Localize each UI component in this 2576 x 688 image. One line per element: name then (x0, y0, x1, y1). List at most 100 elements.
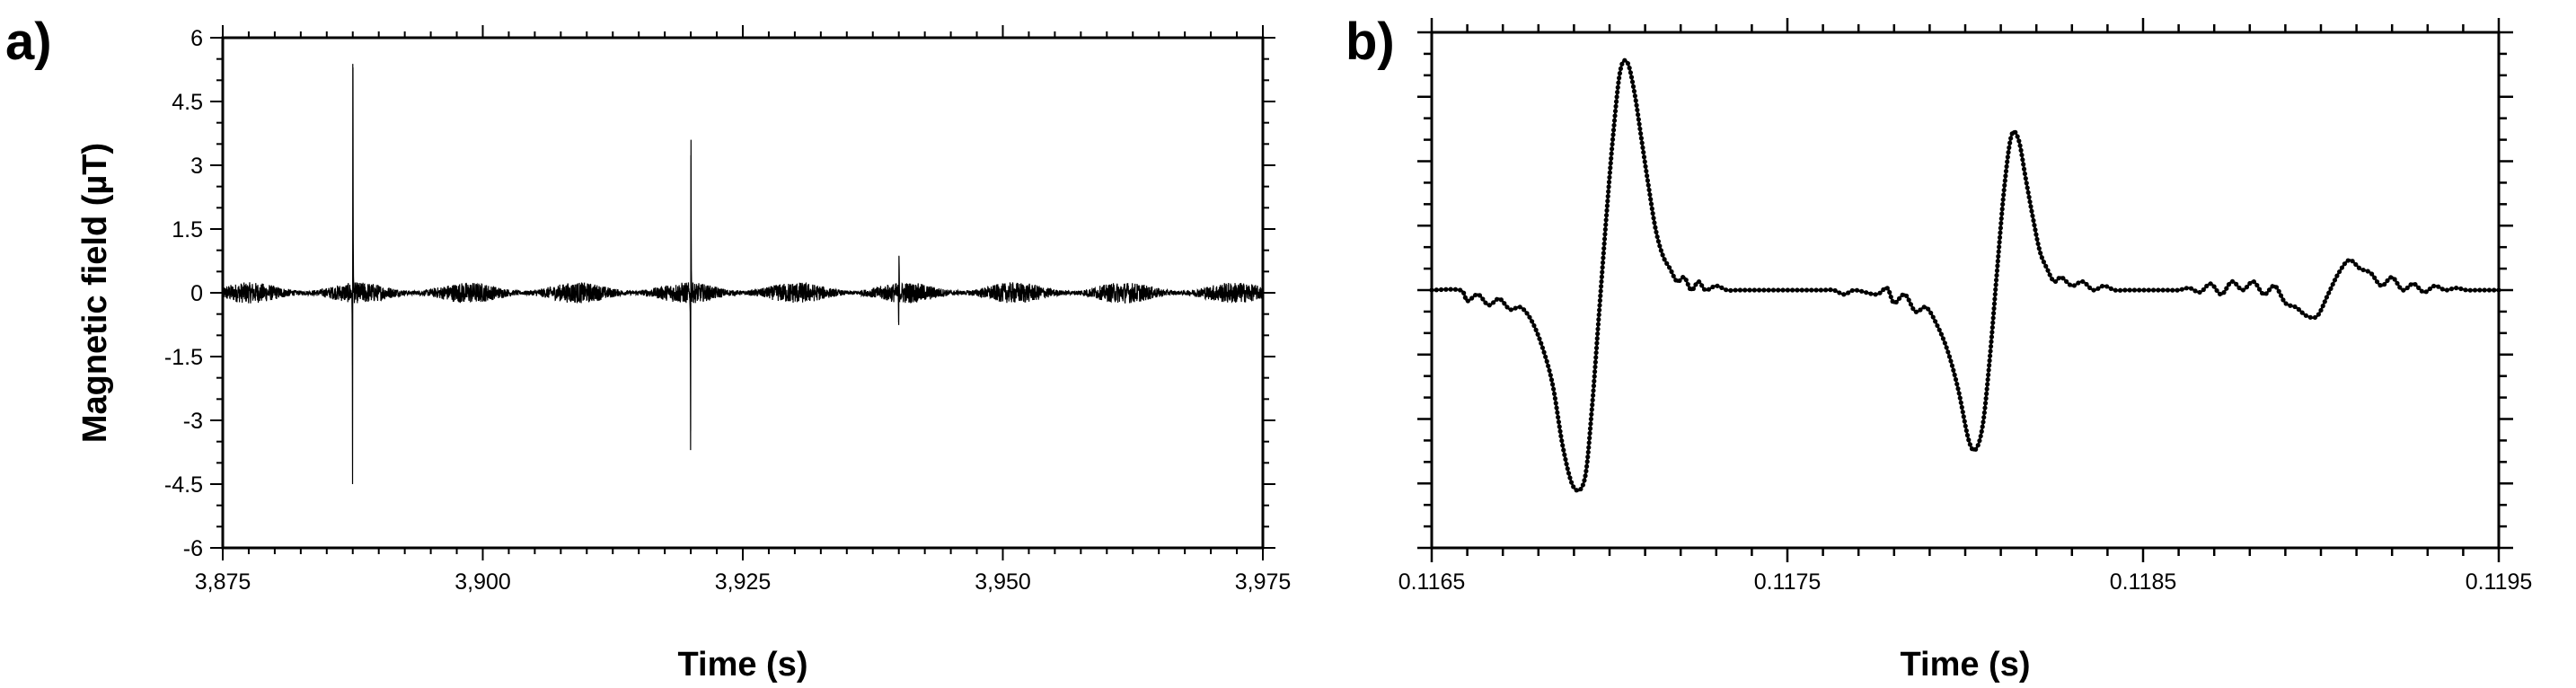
data-point (1604, 203, 1610, 208)
data-point (1677, 278, 1682, 284)
data-point (2339, 265, 2344, 270)
data-point (1690, 286, 1696, 292)
data-point (1605, 198, 1610, 204)
data-point (1552, 396, 1558, 401)
data-point (2146, 287, 2151, 293)
data-point (1809, 287, 1814, 293)
data-point (2229, 278, 2236, 284)
data-point (1973, 446, 1979, 452)
data-point (2015, 134, 2020, 139)
data-point (1583, 473, 1588, 479)
data-point (1681, 275, 1686, 280)
data-point (2332, 278, 2338, 283)
data-point (2001, 192, 2007, 198)
data-point (1982, 405, 1988, 410)
data-point (1613, 103, 1619, 109)
data-point (1615, 84, 1620, 90)
data-point (2095, 286, 2101, 291)
data-point (1599, 278, 1604, 285)
data-point (2003, 169, 2009, 174)
data-point (1699, 283, 1705, 288)
data-point (1608, 165, 1613, 171)
data-point (1610, 128, 1617, 133)
data-point (1589, 411, 1594, 417)
data-point (2312, 314, 2318, 321)
data-point (1994, 268, 2000, 273)
panel-a-trace (222, 64, 1264, 485)
data-point (1687, 286, 1693, 291)
data-point (1585, 454, 1591, 460)
data-point (1987, 357, 1992, 364)
data-point (1584, 459, 1590, 464)
data-point (1616, 80, 1621, 85)
data-point (1609, 146, 1615, 152)
data-point (1486, 303, 1492, 308)
x-tick-label: 3,875 (195, 569, 251, 595)
data-point (1657, 243, 1663, 249)
data-point (2374, 279, 2380, 285)
data-point (1524, 311, 1530, 316)
data-point (2131, 287, 2138, 293)
data-point (2296, 306, 2301, 313)
data-point (1992, 292, 1998, 297)
data-point (1546, 363, 1551, 369)
data-point (2299, 310, 2305, 315)
data-point (1556, 419, 1562, 425)
data-point (1980, 424, 1985, 429)
data-point (1998, 230, 2003, 235)
y-tick-label: 4.5 (172, 90, 203, 115)
data-point (2463, 287, 2468, 293)
data-point (1983, 396, 1989, 401)
data-point (1780, 287, 1786, 293)
data-point (1906, 297, 1911, 303)
data-point (1975, 443, 1981, 448)
data-point (2033, 227, 2038, 233)
data-point (1936, 327, 1942, 332)
data-point (2259, 290, 2265, 296)
data-point (1804, 287, 1810, 293)
data-point (2041, 260, 2046, 265)
data-point (2392, 277, 2397, 282)
data-point (2022, 171, 2028, 177)
data-point (1985, 376, 1990, 383)
data-point (1561, 447, 1566, 453)
data-point (1448, 287, 1453, 292)
data-point (1954, 382, 1960, 387)
panel-b-x-axis-title: Time (s) (1900, 646, 2030, 684)
data-point (1529, 319, 1535, 324)
data-point (2039, 255, 2044, 260)
data-point (2254, 282, 2260, 288)
data-point (1859, 288, 1865, 294)
data-point (1715, 283, 1720, 288)
data-point (1559, 438, 1565, 444)
data-point (1630, 84, 1636, 89)
data-point (2021, 162, 2026, 167)
data-point (2007, 145, 2012, 150)
data-point (1998, 220, 2004, 226)
data-point (1635, 107, 1640, 113)
data-point (2050, 277, 2055, 282)
data-point (1473, 292, 1478, 298)
data-point (1595, 326, 1601, 331)
data-point (1658, 248, 1663, 253)
data-point (1949, 363, 1955, 368)
data-point (1988, 344, 1994, 349)
data-point (2031, 217, 2036, 224)
data-point (1957, 395, 1963, 401)
data-point (1944, 345, 1949, 350)
data-point (2117, 287, 2123, 293)
data-point (1564, 462, 1569, 467)
x-tick-label: 0.1185 (2110, 569, 2177, 595)
data-point (1977, 438, 1982, 444)
data-point (1438, 287, 1444, 293)
data-point (2431, 283, 2437, 289)
data-point (2378, 283, 2383, 288)
data-point (1993, 287, 1998, 292)
data-point (1641, 154, 1647, 160)
data-point (1998, 225, 2003, 231)
data-point (2021, 166, 2027, 172)
data-point (2444, 287, 2449, 293)
x-tick-label: 0.1195 (2466, 569, 2533, 595)
data-point (1557, 424, 1562, 429)
